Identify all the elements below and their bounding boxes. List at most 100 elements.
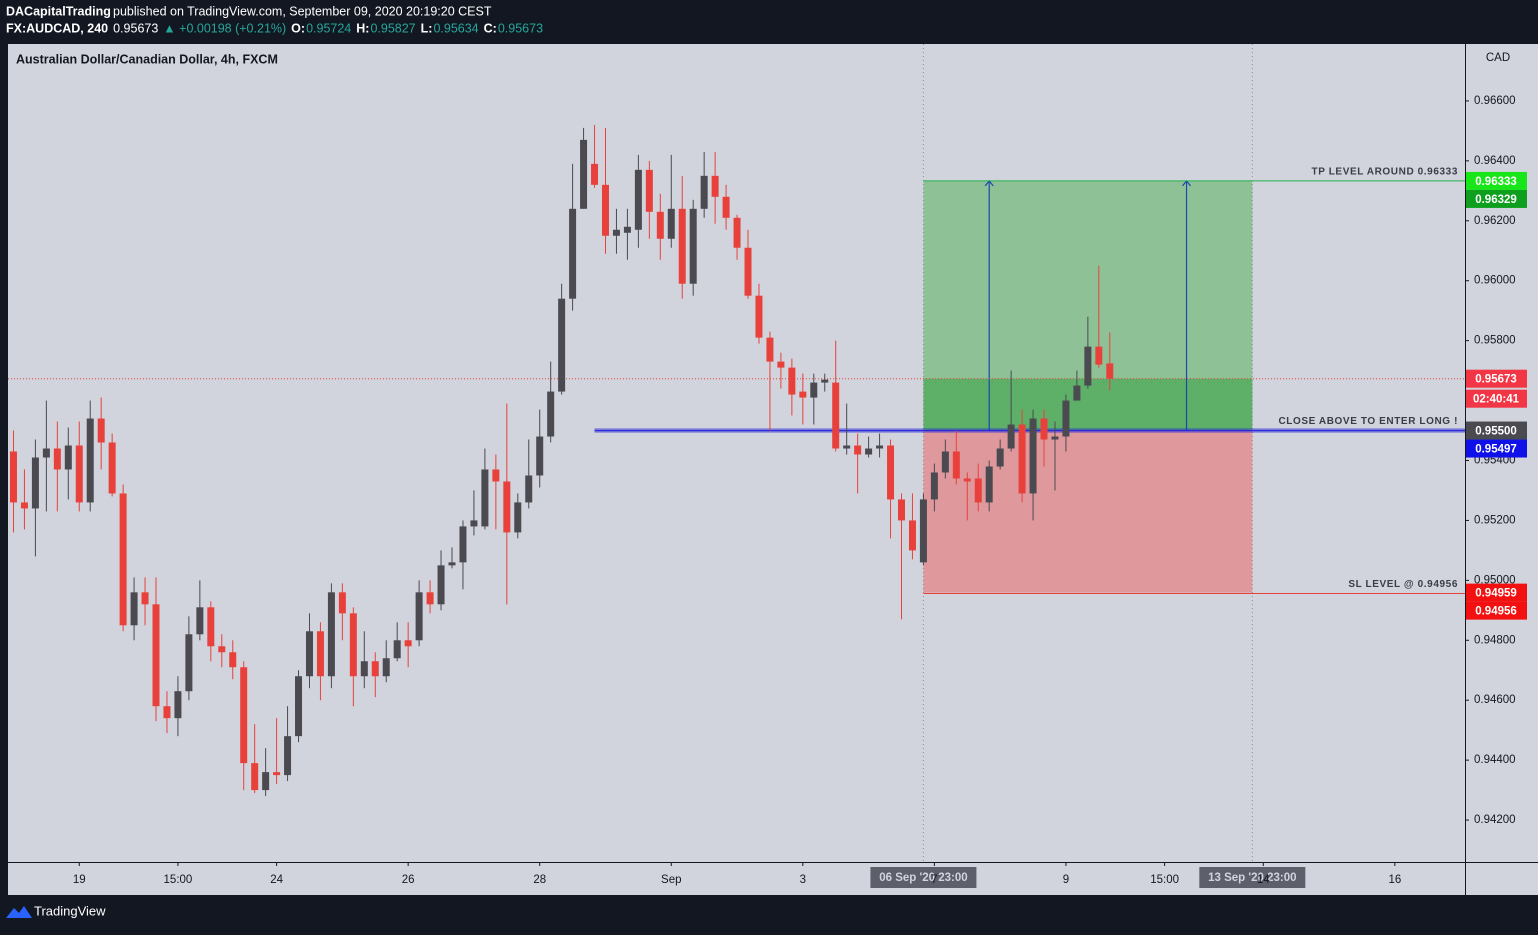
- y-tick-label: 0.95800: [1474, 335, 1516, 347]
- candle-body: [20, 502, 28, 509]
- x-tick-label: 15:00: [1150, 874, 1179, 886]
- candle-body: [645, 169, 653, 212]
- candle-body: [338, 592, 346, 614]
- x-tick-label: 26: [402, 874, 415, 886]
- chart-title: Australian Dollar/Canadian Dollar, 4h, F…: [16, 52, 278, 66]
- candle-body: [492, 469, 500, 482]
- candle-body: [755, 295, 763, 338]
- ohlc-key: C:: [484, 21, 497, 35]
- candle-body: [678, 208, 686, 284]
- candle-body: [196, 607, 204, 635]
- candle-body: [821, 379, 829, 383]
- loss-zone: [923, 430, 1253, 593]
- candle-body: [163, 706, 171, 719]
- candle-body: [316, 631, 324, 677]
- candle-body: [295, 676, 303, 737]
- symbol-line: FX:AUDCAD, 240 0.95673 ▲ +0.00198 (+0.21%)…: [6, 21, 543, 35]
- candle-body: [251, 763, 259, 791]
- candle-body: [1106, 363, 1114, 379]
- price-tag: [1466, 171, 1527, 190]
- candle-body: [919, 499, 927, 563]
- candle-body: [327, 592, 335, 677]
- candle-body: [415, 592, 423, 641]
- candle-body: [481, 469, 489, 527]
- x-tick-label: 28: [533, 874, 546, 886]
- y-tick-label: 0.94800: [1474, 634, 1516, 646]
- countdown-tag: [1466, 389, 1527, 408]
- y-tick-label: 0.96400: [1474, 155, 1516, 167]
- price-tag-label: 0.94956: [1475, 606, 1517, 618]
- level-label: TP LEVEL AROUND 0.96333: [1312, 167, 1458, 178]
- candle-body: [86, 418, 94, 503]
- candle-body: [865, 448, 873, 455]
- price-tag-label: 0.96329: [1475, 194, 1517, 206]
- price-tag: [1466, 421, 1527, 440]
- candle-body: [371, 661, 379, 677]
- logo: [6, 906, 32, 918]
- candle-body: [404, 640, 412, 647]
- ohlc-key: H:: [356, 21, 369, 35]
- time-marker-label: 13 Sep '20 23:00: [1208, 872, 1296, 884]
- candle-body: [240, 667, 248, 764]
- header-text: 0.95827: [370, 21, 415, 35]
- candle-body: [799, 391, 807, 398]
- price-tag-label: 0.95500: [1475, 426, 1517, 438]
- y-tick-label: 0.96000: [1474, 275, 1516, 287]
- candle-body: [185, 634, 193, 692]
- level-label: SL LEVEL @ 0.94956: [1348, 579, 1458, 590]
- x-tick-label: 9: [1063, 874, 1069, 886]
- candle-body: [656, 211, 664, 239]
- candle-body: [832, 382, 840, 449]
- price-tag: [1466, 369, 1527, 388]
- candle-body: [908, 520, 916, 551]
- publisher: DACapitalTrading: [6, 4, 111, 18]
- y-tick-label: 0.96200: [1474, 215, 1516, 227]
- y-tick-label: 0.95000: [1474, 574, 1516, 586]
- candle-body: [393, 640, 401, 659]
- price-tag-label: 0.94959: [1475, 588, 1517, 600]
- header-text: FX:AUDCAD, 240: [6, 21, 108, 35]
- candle-body: [612, 229, 620, 236]
- candle-body: [941, 451, 949, 473]
- candle-body: [897, 499, 905, 521]
- currency: CAD: [1486, 52, 1510, 64]
- candle-body: [547, 391, 555, 437]
- time-marker-label: 06 Sep '20 23:00: [879, 872, 967, 884]
- time-marker-box: [870, 867, 977, 888]
- candle-body: [42, 448, 50, 458]
- price-tag: [1466, 583, 1527, 602]
- candle-body: [810, 382, 818, 398]
- candle-body: [448, 562, 456, 566]
- level-label: CLOSE ABOVE TO ENTER LONG !: [1278, 416, 1458, 427]
- y-tick-label: 0.96600: [1474, 95, 1516, 107]
- chart-background: [8, 44, 1538, 895]
- header-text: 0.95673: [498, 21, 543, 35]
- candle-body: [601, 184, 609, 236]
- candle-body: [218, 646, 226, 653]
- time-marker-box: [1199, 867, 1306, 888]
- candle-body: [558, 298, 566, 392]
- candle-body: [733, 217, 741, 248]
- price-tag: [1466, 439, 1527, 458]
- candle-body: [689, 208, 697, 284]
- candle-body: [744, 247, 752, 296]
- candle-body: [843, 445, 851, 449]
- y-tick-label: 0.95200: [1474, 514, 1516, 526]
- header-text: 0.95634: [433, 21, 478, 35]
- candle-body: [382, 658, 390, 677]
- header-text: ▲ +0.00198 (+0.21%): [163, 21, 286, 35]
- candle-body: [634, 169, 642, 230]
- candle-body: [1029, 418, 1037, 494]
- candle-body: [930, 472, 938, 500]
- candle-body: [1051, 436, 1059, 440]
- candle-body: [349, 613, 357, 677]
- candle-body: [9, 451, 17, 503]
- x-tick-label: 24: [270, 874, 283, 886]
- header-text: 0.95724: [306, 21, 351, 35]
- candle-body: [1040, 418, 1048, 440]
- x-tick-label: 7: [931, 874, 937, 886]
- candle-body: [591, 163, 599, 185]
- candle-body: [75, 445, 83, 503]
- x-tick-label: 14: [1257, 874, 1270, 886]
- candle-body: [788, 367, 796, 395]
